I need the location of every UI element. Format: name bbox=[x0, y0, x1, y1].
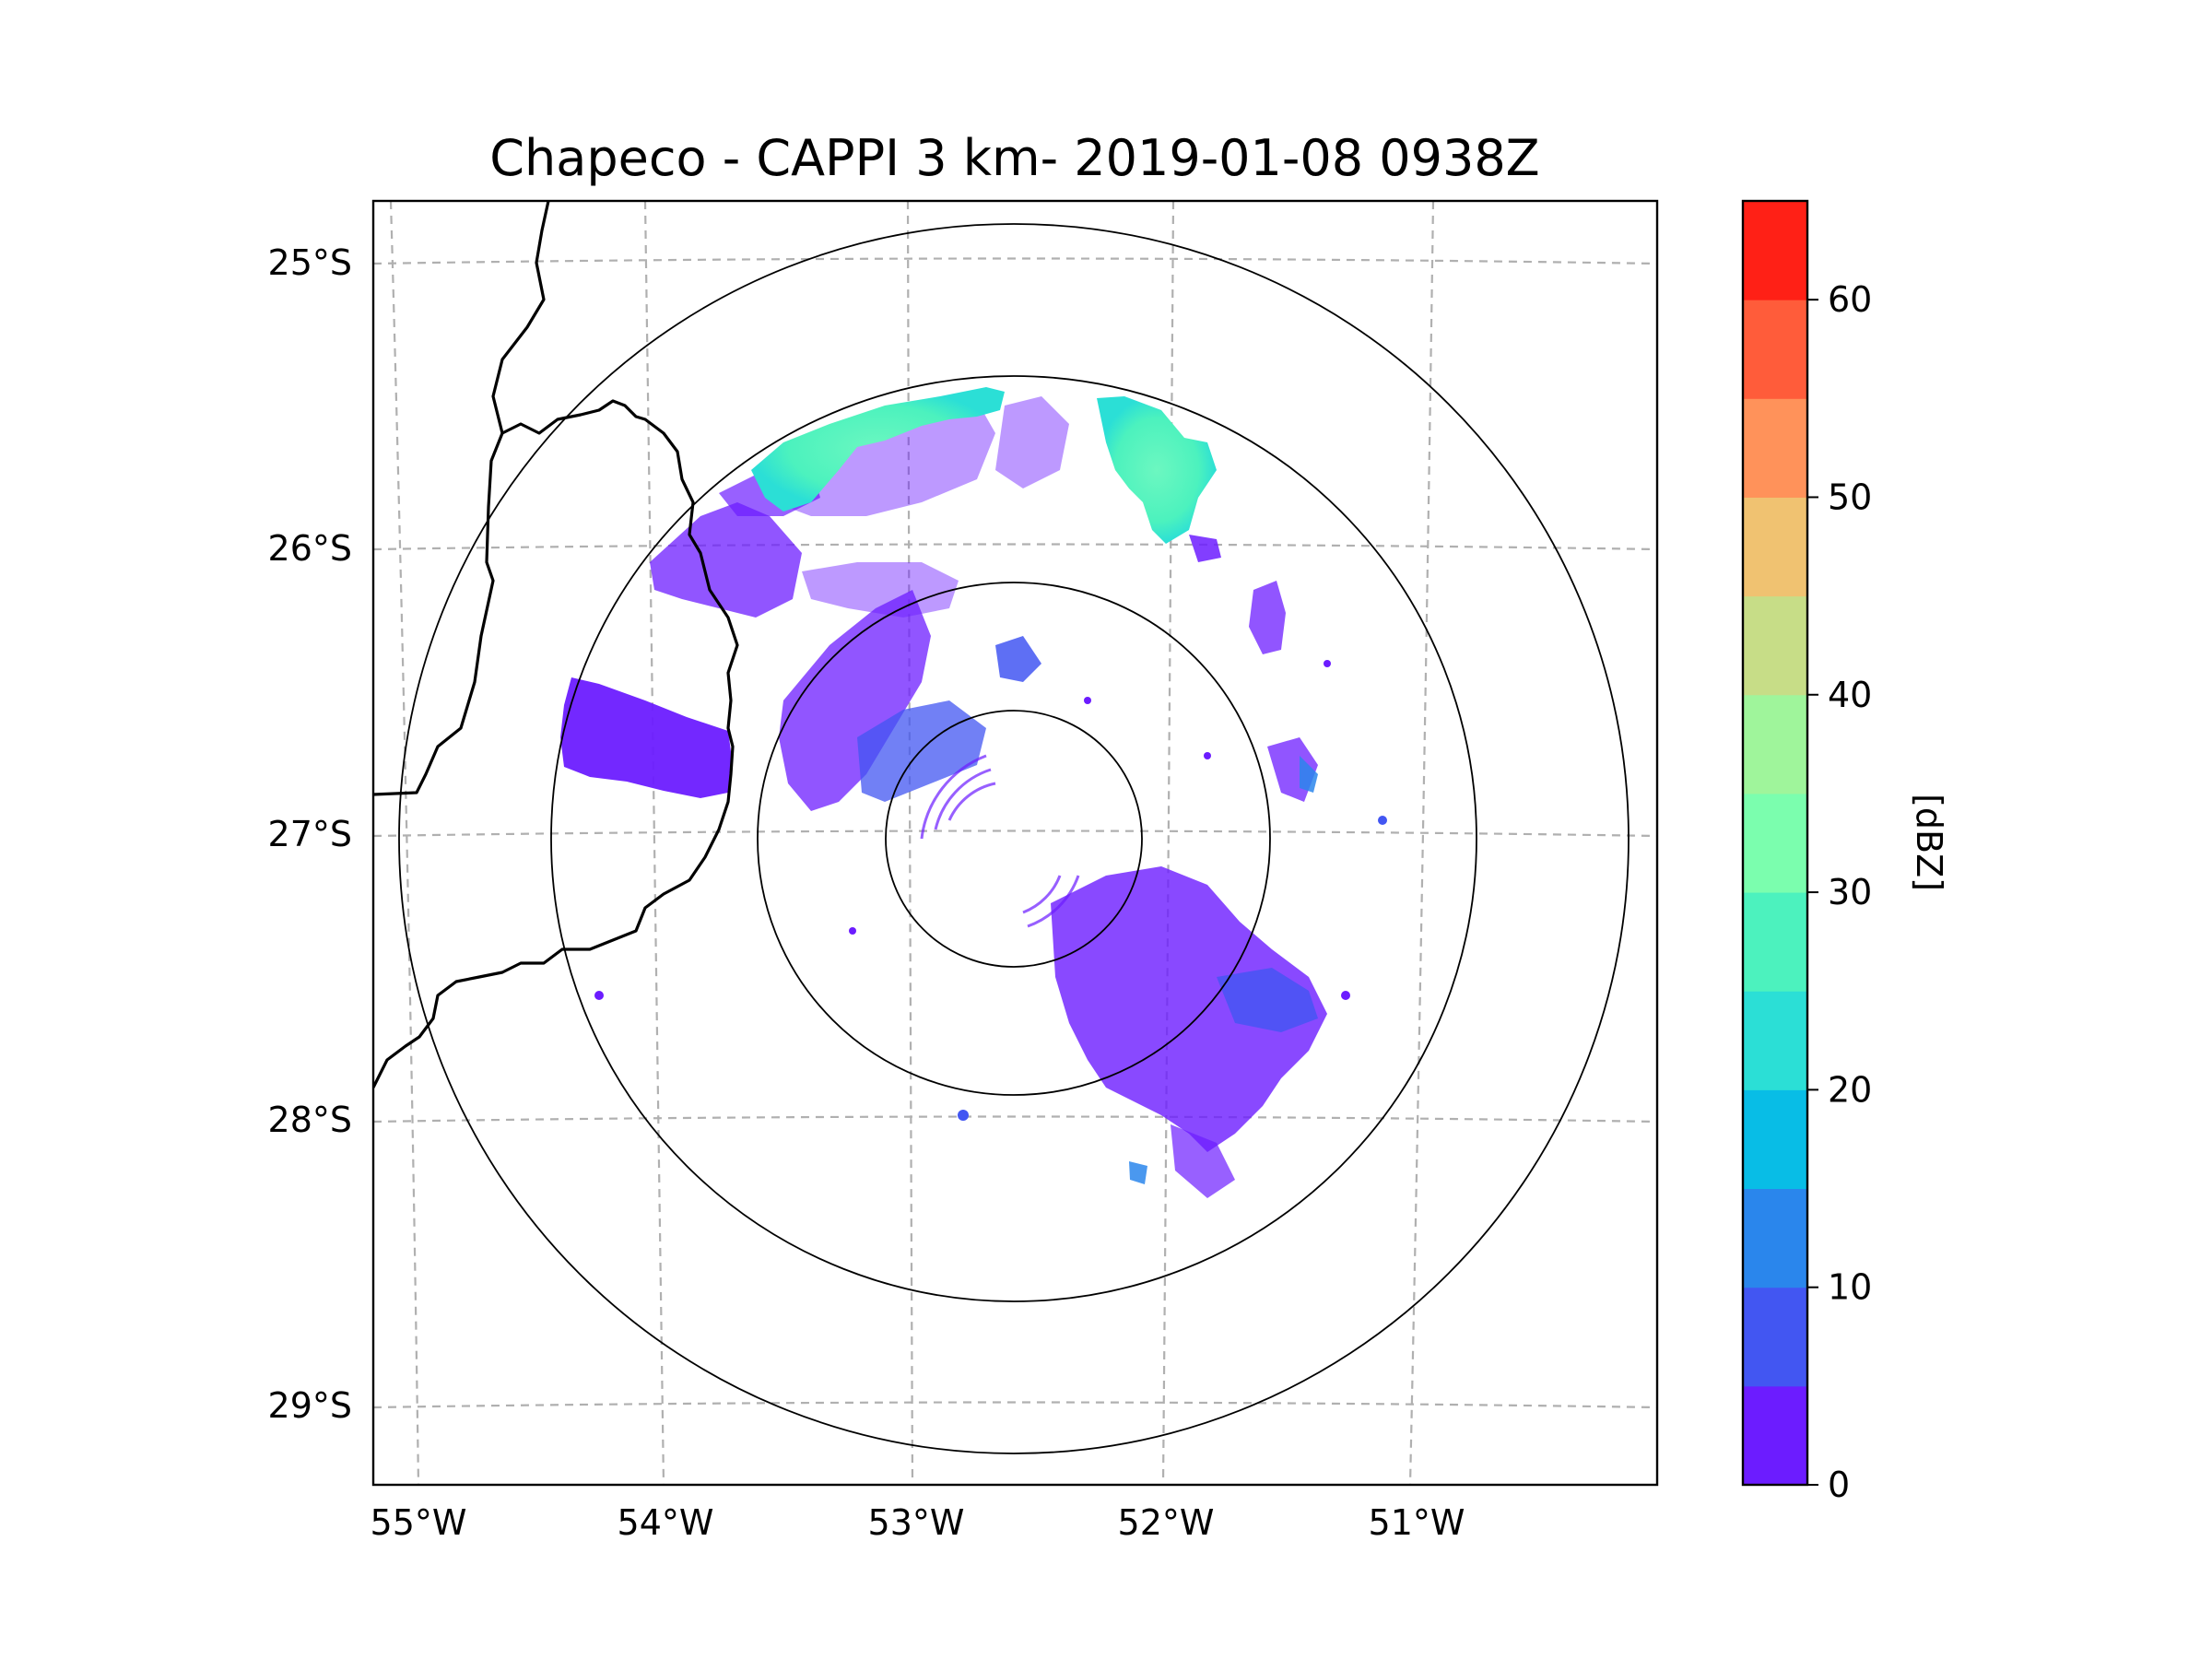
colorbar-swatch bbox=[1743, 991, 1807, 1090]
colorbar-tick-label: 10 bbox=[1828, 1267, 1872, 1308]
colorbar-swatch bbox=[1743, 1385, 1807, 1486]
lon-tick-labels: 55°W 54°W 53°W 52°W 51°W bbox=[371, 1502, 1465, 1543]
figure-title: Chapeco - CAPPI 3 km- 2019-01-08 0938Z bbox=[489, 129, 1539, 187]
colorbar-frame bbox=[1741, 199, 1809, 1487]
range-ring-1 bbox=[885, 710, 1143, 968]
range-ring-4 bbox=[398, 223, 1630, 1454]
colorbar-swatch bbox=[1743, 300, 1807, 399]
range-rings bbox=[398, 223, 1630, 1454]
map-panel bbox=[373, 201, 1657, 1485]
colorbar-swatch bbox=[1743, 1287, 1807, 1387]
lon-tick-label: 53°W bbox=[868, 1502, 965, 1543]
colorbar-swatches bbox=[1743, 201, 1807, 1486]
colorbar-swatch bbox=[1743, 1089, 1807, 1190]
graticule bbox=[373, 201, 1657, 1485]
parallel-28s bbox=[373, 1115, 1657, 1124]
colorbar-tick-label: 40 bbox=[1828, 675, 1872, 715]
colorbar-swatch bbox=[1743, 793, 1807, 893]
range-ring-2 bbox=[757, 582, 1271, 1096]
meridian-51w bbox=[1408, 201, 1435, 1485]
colorbar-swatch bbox=[1743, 595, 1807, 696]
echo-north-green-band bbox=[751, 387, 1005, 512]
lon-tick-label: 55°W bbox=[371, 1502, 467, 1543]
lon-tick-label: 51°W bbox=[1369, 1502, 1465, 1543]
map-frame bbox=[371, 199, 1659, 1487]
parallel-26s bbox=[373, 543, 1657, 551]
reflectivity-echoes bbox=[560, 387, 1387, 1198]
colorbar-ticks: 0 10 20 30 40 50 60 bbox=[1807, 279, 1872, 1505]
colorbar-tick-label: 30 bbox=[1828, 872, 1872, 912]
lat-tick-labels: 25°S 26°S 27°S 28°S 29°S bbox=[268, 242, 352, 1426]
echo-ne-green-cell bbox=[1097, 396, 1217, 544]
colorbar-swatch bbox=[1743, 694, 1807, 794]
lat-tick-label: 26°S bbox=[268, 528, 352, 569]
colorbar-tick-label: 50 bbox=[1828, 477, 1872, 517]
colorbar-swatch bbox=[1743, 201, 1807, 300]
lat-tick-label: 28°S bbox=[268, 1100, 352, 1140]
colorbar: 0 10 20 30 40 50 60 [dBZ] bbox=[1741, 199, 1949, 1505]
colorbar-tick-label: 60 bbox=[1828, 279, 1872, 320]
lat-tick-label: 29°S bbox=[268, 1385, 352, 1426]
colorbar-swatch bbox=[1743, 398, 1807, 498]
parallel-25s bbox=[373, 257, 1657, 265]
colorbar-swatch bbox=[1743, 497, 1807, 597]
colorbar-tick-label: 20 bbox=[1828, 1069, 1872, 1110]
meridian-55w bbox=[389, 201, 420, 1485]
lon-tick-label: 52°W bbox=[1118, 1502, 1215, 1543]
clutter-arcs bbox=[920, 754, 1080, 928]
echo-west-band bbox=[560, 677, 733, 798]
range-ring-3 bbox=[550, 375, 1477, 1302]
meridian-52w bbox=[1161, 201, 1175, 1485]
parallel-29s bbox=[373, 1401, 1657, 1409]
border-argentina-brazil bbox=[373, 399, 739, 1088]
border-paraguay-argentina bbox=[373, 201, 550, 796]
colorbar-label: [dBZ] bbox=[1909, 794, 1949, 891]
meridian-53w bbox=[906, 201, 914, 1485]
political-borders bbox=[373, 201, 739, 1088]
colorbar-tick-label: 0 bbox=[1828, 1465, 1850, 1505]
lon-tick-label: 54°W bbox=[618, 1502, 714, 1543]
lat-tick-label: 25°S bbox=[268, 242, 352, 283]
meridian-54w bbox=[643, 201, 665, 1485]
lat-tick-label: 27°S bbox=[268, 814, 352, 854]
colorbar-swatch bbox=[1743, 892, 1807, 992]
colorbar-swatch bbox=[1743, 1188, 1807, 1288]
parallel-27s bbox=[373, 830, 1657, 838]
